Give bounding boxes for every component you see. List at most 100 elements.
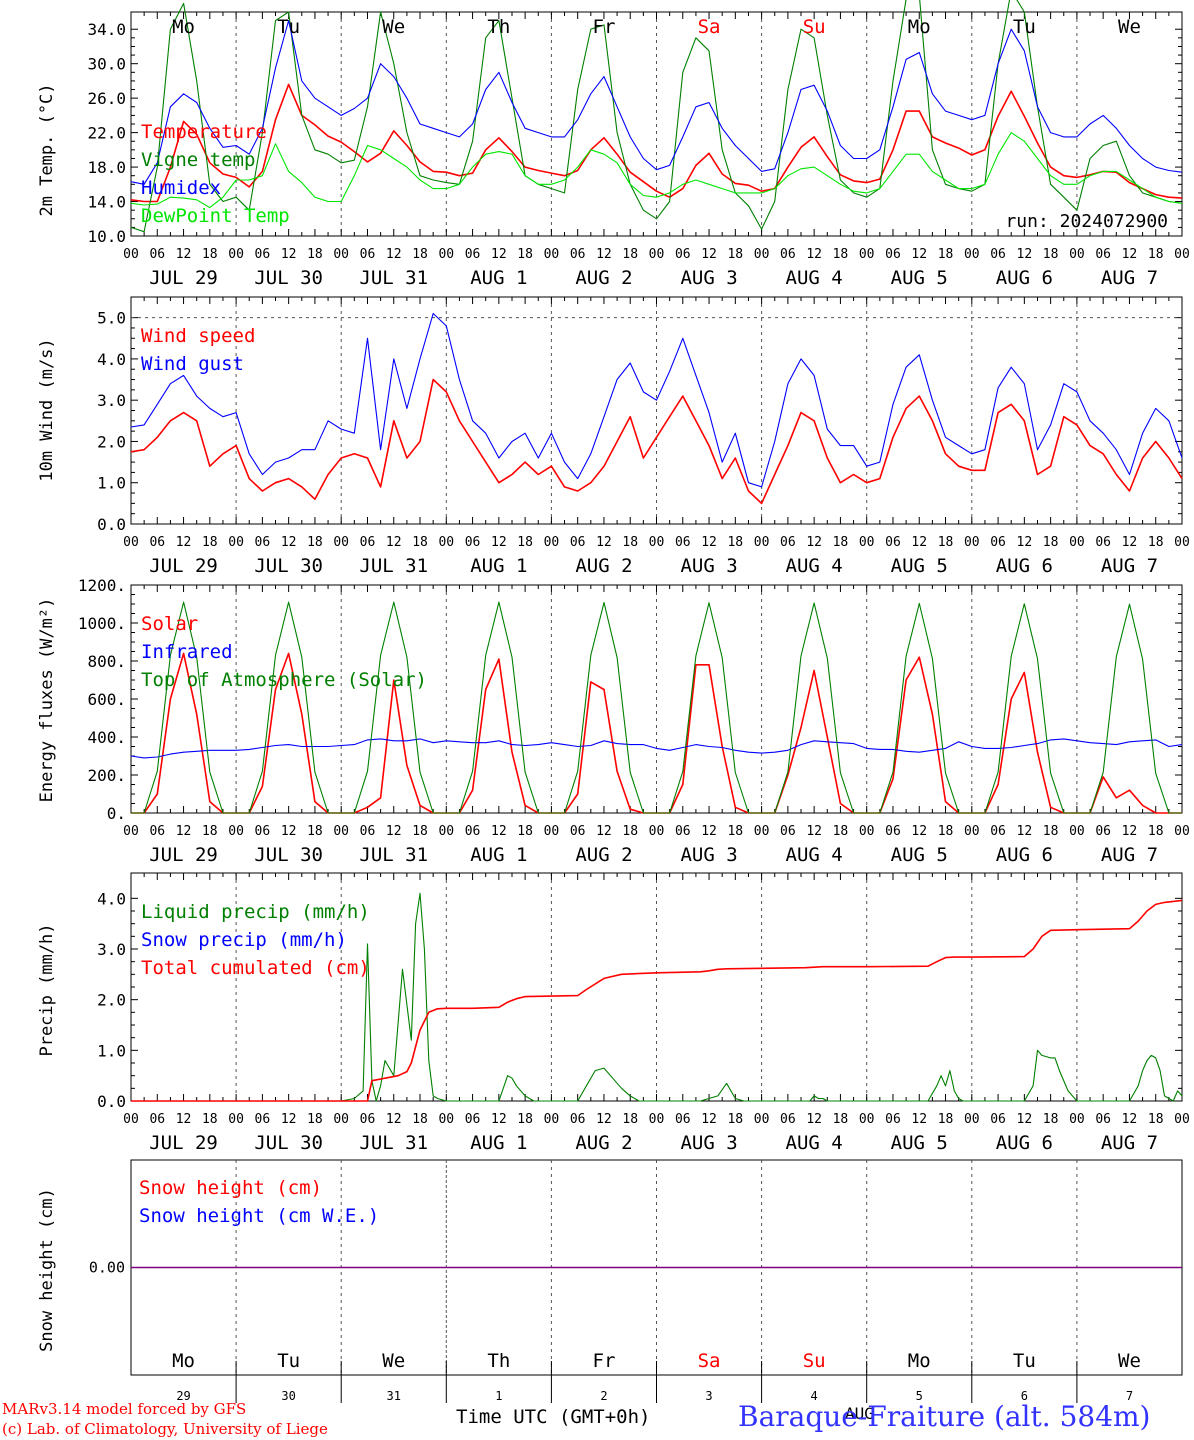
wind-ytick-label: 1.0 bbox=[97, 474, 126, 493]
snow-weekday-label: Su bbox=[803, 1350, 826, 1372]
energy-hour-label: 12 bbox=[281, 824, 297, 839]
precip-series-total-cumulated-cm bbox=[131, 899, 1183, 1102]
temperature-hour-label: 18 bbox=[727, 247, 743, 262]
temperature-hour-label: 18 bbox=[412, 247, 428, 262]
precip-hour-label: 00 bbox=[964, 1112, 980, 1127]
precip-hour-label: 06 bbox=[570, 1112, 586, 1127]
energy-ytick-label: 0. bbox=[107, 804, 126, 823]
wind-hour-label: 06 bbox=[360, 535, 376, 550]
precip-hour-label: 06 bbox=[780, 1112, 796, 1127]
energy-legend-item: Infrared bbox=[141, 641, 233, 663]
weekday-label: Th bbox=[487, 16, 510, 38]
energy-hour-label: 12 bbox=[701, 824, 717, 839]
temperature-hour-label: 06 bbox=[675, 247, 691, 262]
precip-hour-label: 00 bbox=[544, 1112, 560, 1127]
precip-hour-label: 12 bbox=[281, 1112, 297, 1127]
temperature-series-humidex bbox=[130, 20, 1183, 185]
precip-hour-label: 00 bbox=[438, 1112, 454, 1127]
energy-hour-label: 18 bbox=[727, 824, 743, 839]
snow-legend-item: Snow height (cm W.E.) bbox=[139, 1205, 379, 1227]
energy-hour-label: 00 bbox=[123, 824, 139, 839]
wind-hour-label: 12 bbox=[1122, 535, 1138, 550]
energy-hour-label: 18 bbox=[307, 824, 323, 839]
temperature-date-label: AUG 5 bbox=[891, 267, 948, 289]
temperature-legend-item: Temperature bbox=[141, 121, 267, 143]
temperature-series-dewpoint-temp bbox=[130, 132, 1183, 209]
snow-weekday-label: Mo bbox=[908, 1350, 931, 1372]
snow-weekday-label: Sa bbox=[698, 1350, 721, 1372]
energy-hour-label: 06 bbox=[570, 824, 586, 839]
snow-day-number: 3 bbox=[705, 1389, 712, 1403]
precip-hour-label: 18 bbox=[202, 1112, 218, 1127]
energy-ytick-label: 200. bbox=[87, 766, 126, 785]
energy-hour-label: 00 bbox=[649, 824, 665, 839]
precip-ylabel: Precip (mm/h) bbox=[37, 923, 57, 1056]
energy-hour-label: 00 bbox=[964, 824, 980, 839]
energy-hour-label: 00 bbox=[228, 824, 244, 839]
precip-date-label: AUG 6 bbox=[996, 1132, 1053, 1154]
wind-hour-label: 00 bbox=[228, 535, 244, 550]
snow-weekday-label: Tu bbox=[277, 1350, 300, 1372]
energy-date-label: AUG 3 bbox=[680, 844, 737, 866]
temperature-hour-label: 00 bbox=[123, 247, 139, 262]
energy-hour-label: 18 bbox=[1148, 824, 1164, 839]
energy-ytick-label: 400. bbox=[87, 728, 126, 747]
wind-date-label: JUL 30 bbox=[254, 555, 323, 577]
wind-series-wind-speed bbox=[130, 378, 1183, 505]
precip-ytick-label: 0.0 bbox=[97, 1092, 126, 1111]
energy-ytick-label: 800. bbox=[87, 652, 126, 671]
model-credit: MARv3.14 model forced by GFS bbox=[2, 1400, 247, 1418]
wind-hour-label: 12 bbox=[596, 535, 612, 550]
temperature-date-label: AUG 3 bbox=[680, 267, 737, 289]
wind-legend-item: Wind gust bbox=[141, 353, 244, 375]
energy-hour-label: 12 bbox=[176, 824, 192, 839]
temperature-ytick-label: 22.0 bbox=[87, 124, 126, 143]
wind-hour-label: 00 bbox=[859, 535, 875, 550]
precip-hour-label: 12 bbox=[1017, 1112, 1033, 1127]
wind-ytick-label: 3.0 bbox=[97, 391, 126, 410]
run-label: run: 2024072900 bbox=[1005, 211, 1168, 232]
wind-hour-label: 06 bbox=[1095, 535, 1111, 550]
energy-hour-label: 00 bbox=[859, 824, 875, 839]
temperature-hour-label: 00 bbox=[649, 247, 665, 262]
wind-hour-label: 00 bbox=[964, 535, 980, 550]
wind-hour-label: 18 bbox=[727, 535, 743, 550]
temperature-date-label: AUG 1 bbox=[470, 267, 527, 289]
precip-legend-item: Total cumulated (cm) bbox=[141, 957, 370, 979]
precip-hour-label: 00 bbox=[754, 1112, 770, 1127]
temperature-hour-label: 12 bbox=[491, 247, 507, 262]
temperature-date-label: AUG 4 bbox=[786, 267, 843, 289]
energy-hour-label: 00 bbox=[754, 824, 770, 839]
temperature-hour-label: 18 bbox=[517, 247, 533, 262]
temperature-hour-label: 00 bbox=[228, 247, 244, 262]
precip-hour-label: 06 bbox=[465, 1112, 481, 1127]
precip-hour-label: 06 bbox=[885, 1112, 901, 1127]
x-axis-title: Time UTC (GMT+0h) bbox=[456, 1406, 651, 1428]
wind-hour-label: 00 bbox=[649, 535, 665, 550]
wind-ytick-label: 5.0 bbox=[97, 309, 126, 328]
weekday-label: We bbox=[382, 16, 405, 38]
weekday-label: Tu bbox=[277, 16, 300, 38]
temperature-hour-label: 06 bbox=[885, 247, 901, 262]
temperature-hour-label: 18 bbox=[833, 247, 849, 262]
snow-day-number: 6 bbox=[1021, 1389, 1028, 1403]
precip-hour-label: 18 bbox=[622, 1112, 638, 1127]
energy-hour-label: 06 bbox=[465, 824, 481, 839]
weekday-label: We bbox=[1118, 16, 1141, 38]
precip-hour-label: 00 bbox=[859, 1112, 875, 1127]
temperature-hour-label: 18 bbox=[1148, 247, 1164, 262]
wind-hour-label: 18 bbox=[202, 535, 218, 550]
temperature-hour-label: 06 bbox=[149, 247, 165, 262]
temperature-ytick-label: 34.0 bbox=[87, 20, 126, 39]
month-label-bottom: AUG bbox=[845, 1404, 874, 1423]
energy-hour-label: 06 bbox=[255, 824, 271, 839]
snow-day-number: 7 bbox=[1126, 1389, 1133, 1403]
energy-hour-label: 18 bbox=[1043, 824, 1059, 839]
weekday-label: Fr bbox=[593, 16, 616, 38]
wind-hour-label: 00 bbox=[1069, 535, 1085, 550]
temperature-hour-label: 06 bbox=[990, 247, 1006, 262]
weekday-label: Tu bbox=[1013, 16, 1036, 38]
wind-hour-label: 18 bbox=[833, 535, 849, 550]
wind-hour-label: 00 bbox=[333, 535, 349, 550]
energy-hour-label: 12 bbox=[491, 824, 507, 839]
